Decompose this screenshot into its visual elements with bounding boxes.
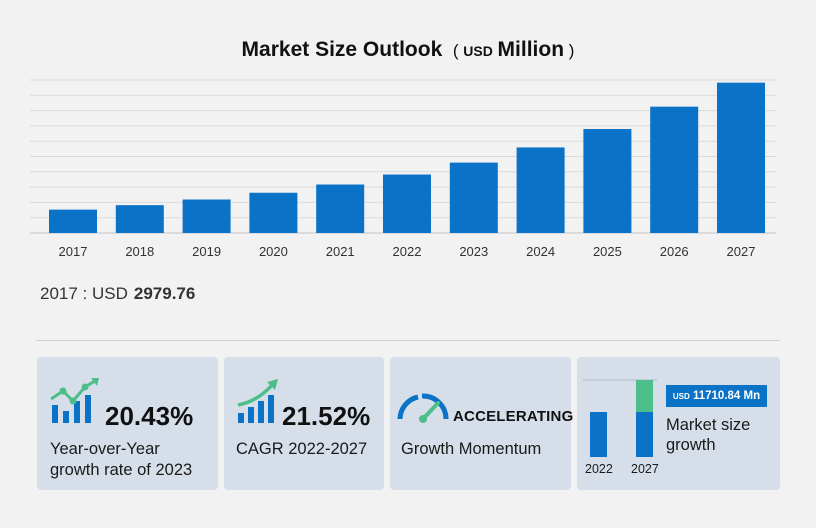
base-year-value: 2017 : USD 2979.76 xyxy=(40,284,195,304)
x-tick-label: 2027 xyxy=(727,244,756,259)
growth-description: Market size growth xyxy=(666,416,751,454)
bar-2027 xyxy=(717,82,765,233)
x-tick-label: 2019 xyxy=(192,244,221,259)
base-year-label: 2017 : USD xyxy=(40,284,128,303)
yoy-value: 20.43% xyxy=(105,401,194,431)
title-unit-million: Million xyxy=(497,38,565,61)
x-tick-label: 2022 xyxy=(393,244,422,259)
bar-2025 xyxy=(583,129,632,233)
rising-bars-icon xyxy=(237,379,278,423)
bar-2022 xyxy=(383,174,431,233)
x-tick-label: 2018 xyxy=(125,244,154,259)
mini-year-end: 2027 xyxy=(631,462,659,476)
bar-2017 xyxy=(49,209,97,233)
growth-badge-value: 11710.84 Mn xyxy=(692,390,761,402)
bar-2020 xyxy=(249,192,298,233)
mini-bar-2027-base xyxy=(636,412,653,457)
growth-card: 2022 2027 USD 11710.84 Mn Market size gr… xyxy=(577,357,780,490)
growth-badge-usd: USD xyxy=(672,392,690,401)
bar-2023 xyxy=(449,162,498,233)
bar-2024 xyxy=(516,147,565,233)
bar-2021 xyxy=(316,184,365,233)
mini-bar-2027-growth xyxy=(636,380,653,412)
cagr-card: 21.52% CAGR 2022-2027 xyxy=(224,357,384,490)
speedometer-icon xyxy=(397,393,449,423)
cagr-value: 21.52% xyxy=(282,401,371,431)
x-tick-label: 2023 xyxy=(459,244,488,259)
bar-2019 xyxy=(182,199,231,233)
x-tick-label: 2025 xyxy=(593,244,622,259)
x-tick-label: 2026 xyxy=(660,244,689,259)
mini-growth-chart xyxy=(583,379,657,457)
x-tick-label: 2024 xyxy=(526,244,555,259)
x-tick-label: 2021 xyxy=(326,244,355,259)
base-year-number: 2979.76 xyxy=(133,284,196,303)
momentum-card: ACCELERATING Growth Momentum xyxy=(390,357,574,490)
growth-chart-icon xyxy=(50,378,99,423)
cagr-description: CAGR 2022-2027 xyxy=(236,440,368,458)
title-unit: ( USD Million ) xyxy=(452,38,575,61)
x-tick-label: 2020 xyxy=(259,244,288,259)
title-main: Market Size Outlook xyxy=(241,38,443,61)
bar-2026 xyxy=(650,106,699,233)
bar-chart: 2017 2018 2019 2020 2021 2022 2023 2024 2025 2026… xyxy=(30,79,776,259)
x-tick-label: 2017 xyxy=(59,244,88,259)
bar-2018 xyxy=(115,205,164,233)
section-divider xyxy=(36,340,780,341)
mini-bar-2022 xyxy=(590,412,607,457)
title-unit-usd: USD xyxy=(463,43,493,59)
mini-year-start: 2022 xyxy=(585,462,613,476)
momentum-description: Growth Momentum xyxy=(401,440,542,458)
yoy-card: 20.43% Year-over-Year growth rate of 202… xyxy=(37,357,218,490)
yoy-description: Year-over-Year growth rate of 2023 xyxy=(50,440,193,479)
chart-title: Market Size Outlook ( USD Million ) xyxy=(0,38,816,62)
momentum-value: ACCELERATING xyxy=(453,408,574,425)
growth-badge: USD 11710.84 Mn xyxy=(666,385,767,407)
